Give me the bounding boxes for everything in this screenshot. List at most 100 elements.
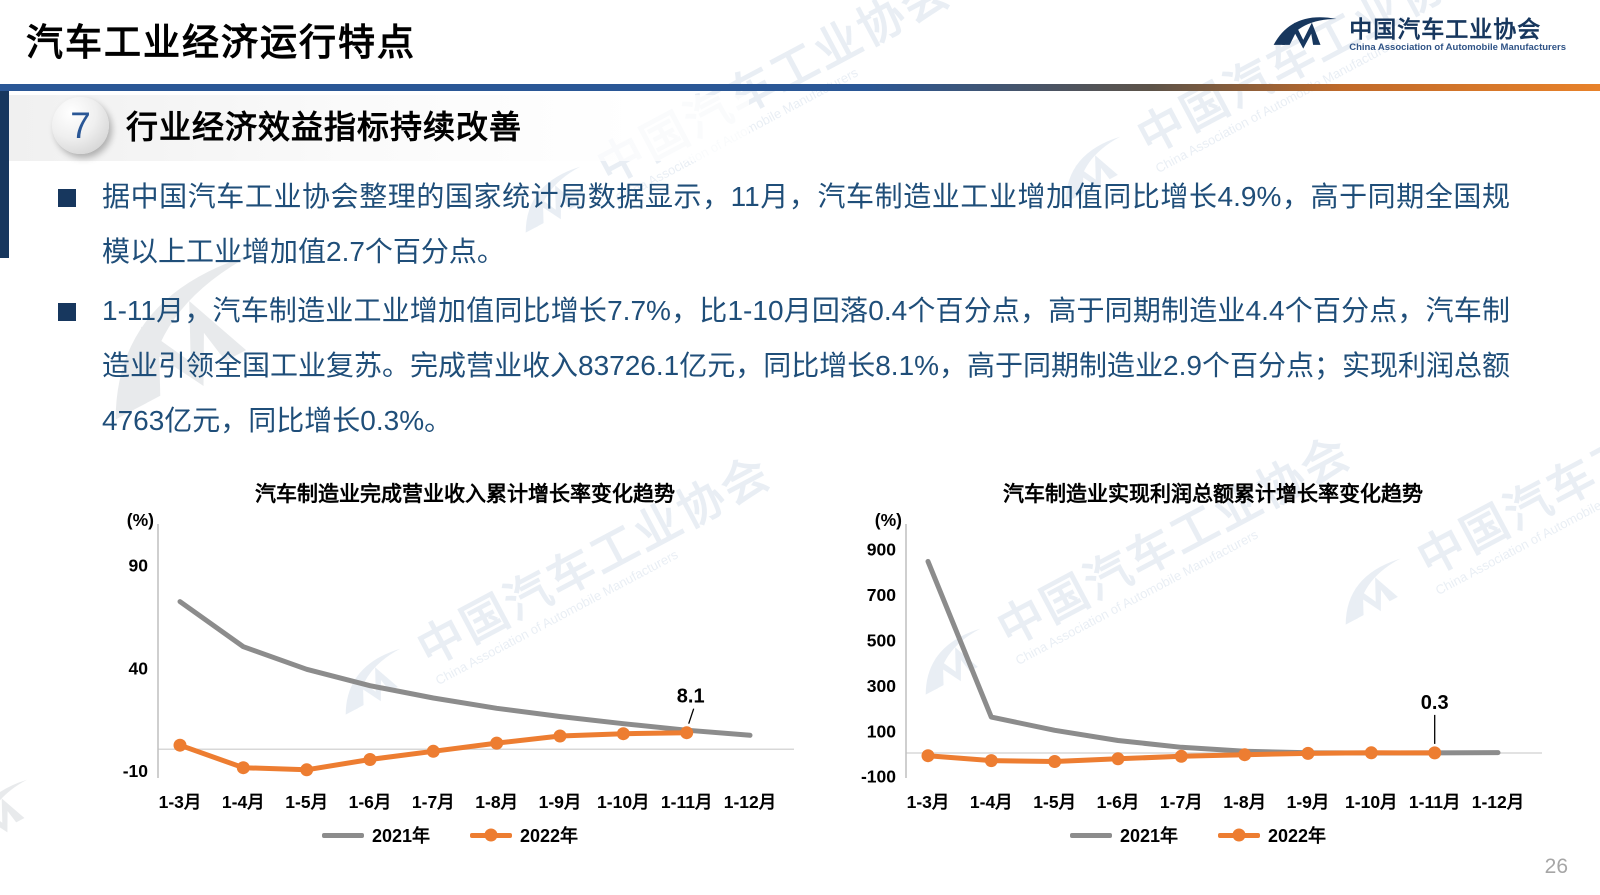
legend-item-2021: 2021年 <box>321 822 430 848</box>
x-tick-label: 1-6月 <box>1097 792 1140 812</box>
x-tick-label: 1-3月 <box>907 792 950 812</box>
series-marker-y2022 <box>490 736 504 750</box>
series-marker-y2022 <box>426 744 440 758</box>
series-marker-y2022 <box>1301 746 1315 760</box>
x-tick-label: 1-5月 <box>1033 792 1076 812</box>
legend-swatch-2022-icon <box>470 828 512 842</box>
bullet-square-icon <box>58 302 76 321</box>
section-heading: 行业经济效益指标持续改善 <box>126 109 523 145</box>
annotation-label: 8.1 <box>677 686 705 708</box>
y-tick-label: -100 <box>861 767 896 787</box>
y-tick-label: 300 <box>867 676 896 696</box>
legend-swatch-2021-icon <box>1069 832 1112 838</box>
series-marker-y2022 <box>921 749 935 763</box>
bullet-item: 据中国汽车工业协会整理的国家统计局数据显示，11月，汽车制造业工业增加值同比增长… <box>58 170 1510 280</box>
annotation-leader <box>688 708 695 724</box>
x-tick-label: 1-4月 <box>222 792 265 812</box>
chart-canvas: (%) 90 40 -10 1-3月 1-4月 1-5月 1-6月 1-7月 1-8月 1-9月 1-… <box>100 510 800 822</box>
x-tick-label: 1-10月 <box>1345 792 1398 812</box>
chart-panel-revenue: 汽车制造业完成营业收入累计增长率变化趋势 (%) 90 40 -10 1-3月 1-4月 1… <box>100 478 800 848</box>
page-number: 26 <box>1544 855 1568 878</box>
header-divider <box>0 84 1600 91</box>
bullet-text: 1-11月，汽车制造业工业增加值同比增长7.7%，比1-10月回落0.4个百分点… <box>102 294 1510 436</box>
y-tick-label: 40 <box>129 658 149 678</box>
page-title: 汽车工业经济运行特点 <box>26 22 416 63</box>
x-tick-label: 1-9月 <box>539 792 582 812</box>
caam-logo-text: 中国汽车工业协会 China Association of Automobile… <box>1349 16 1566 53</box>
caam-logo-name: 中国汽车工业协会 <box>1349 16 1542 43</box>
caam-logo: 中国汽车工业协会 China Association of Automobile… <box>1265 12 1566 58</box>
x-tick-label: 1-11月 <box>661 792 713 812</box>
chart-canvas: (%) 900 700 500 300 100 -100 1-3月 1-4月 1-5月 1-6月 1-… <box>848 510 1548 822</box>
x-tick-label: 1-8月 <box>475 792 518 812</box>
y-tick-label: 90 <box>129 556 149 576</box>
section-number-badge: 7 <box>52 97 109 154</box>
series-marker-y2022 <box>173 738 187 752</box>
series-marker-y2022 <box>1048 755 1062 768</box>
x-tick-label: 1-9月 <box>1287 792 1330 812</box>
legend-dot-icon <box>484 828 498 842</box>
caam-logo-subname: China Association of Automobile Manufact… <box>1349 41 1566 53</box>
chart-title: 汽车制造业完成营业收入累计增长率变化趋势 <box>255 483 675 506</box>
x-tick-label: 1-7月 <box>412 792 455 812</box>
series-line-y2021 <box>925 558 1501 756</box>
x-tick-label: 1-4月 <box>970 792 1013 812</box>
y-tick-label: -10 <box>123 761 149 781</box>
series-marker-y2022 <box>300 763 314 777</box>
legend-item-2022: 2022年 <box>470 822 578 848</box>
x-tick-label: 1-5月 <box>285 792 328 812</box>
section-accent-bar <box>0 91 9 258</box>
x-tick-label: 1-8月 <box>1223 792 1266 812</box>
bullet-item: 1-11月，汽车制造业工业增加值同比增长7.7%，比1-10月回落0.4个百分点… <box>58 284 1510 449</box>
series-marker-y2022 <box>984 754 998 768</box>
section-heading-band <box>9 95 749 161</box>
x-tick-label: 1-6月 <box>349 792 392 812</box>
chart-title: 汽车制造业实现利润总额累计增长率变化趋势 <box>1003 483 1423 506</box>
series-marker-y2022 <box>1428 746 1442 760</box>
series-marker-y2022 <box>1238 748 1252 762</box>
chart-unit-label: (%) <box>127 510 154 530</box>
bullet-text: 据中国汽车工业协会整理的国家统计局数据显示，11月，汽车制造业工业增加值同比增长… <box>102 181 1510 267</box>
bullet-list: 据中国汽车工业协会整理的国家统计局数据显示，11月，汽车制造业工业增加值同比增长… <box>58 170 1510 452</box>
legend-label-2022: 2022年 <box>520 826 579 846</box>
chart-svg: (%) 90 40 -10 1-3月 1-4月 1-5月 1-6月 1-7月 1-8月 1-9月 1-… <box>123 510 794 812</box>
caam-watermark-logo-icon <box>0 779 27 846</box>
legend-dot-icon <box>1232 828 1246 842</box>
legend-item-2021: 2021年 <box>1069 822 1178 848</box>
annotation-label: 0.3 <box>1421 692 1449 714</box>
x-tick-label: 1-3月 <box>159 792 202 812</box>
y-tick-label: 100 <box>867 721 896 741</box>
x-tick-label: 1-11月 <box>1409 792 1461 812</box>
series-marker-y2022 <box>236 761 250 775</box>
series-marker-y2022 <box>1364 746 1378 760</box>
legend-swatch-2022-icon <box>1218 828 1260 842</box>
series-marker-y2022 <box>553 729 567 743</box>
chart-legend: 2021年 2022年 <box>848 822 1548 848</box>
series-marker-y2022 <box>1111 752 1125 766</box>
x-tick-label: 1-12月 <box>724 792 777 812</box>
chart-legend: 2021年 2022年 <box>100 822 800 848</box>
x-tick-label: 1-10月 <box>597 792 650 812</box>
chart-svg: (%) 900 700 500 300 100 -100 1-3月 1-4月 1-5月 1-6月 1-… <box>861 510 1542 812</box>
y-tick-label: 900 <box>867 540 896 560</box>
series-marker-y2022 <box>616 727 630 741</box>
legend-swatch-2021-icon <box>321 832 364 838</box>
y-tick-label: 700 <box>867 585 896 605</box>
caam-logo-mark-icon <box>1273 17 1337 49</box>
watermark <box>0 771 54 866</box>
series-marker-y2022 <box>1174 749 1188 763</box>
legend-item-2022: 2022年 <box>1218 822 1326 848</box>
legend-label-2022: 2022年 <box>1268 826 1327 846</box>
legend-label-2021: 2021年 <box>1119 826 1178 846</box>
series-marker-y2022 <box>680 726 694 740</box>
chart-unit-label: (%) <box>875 510 902 530</box>
series-line-y2021 <box>177 599 753 738</box>
bullet-square-icon <box>58 189 76 207</box>
x-tick-label: 1-7月 <box>1160 792 1203 812</box>
chart-panel-profit: 汽车制造业实现利润总额累计增长率变化趋势 (%) 900 700 500 300 100 -… <box>848 478 1548 848</box>
series-marker-y2022 <box>363 753 377 766</box>
legend-label-2021: 2021年 <box>371 826 430 846</box>
x-tick-label: 1-12月 <box>1472 792 1525 812</box>
y-tick-label: 500 <box>867 630 896 650</box>
